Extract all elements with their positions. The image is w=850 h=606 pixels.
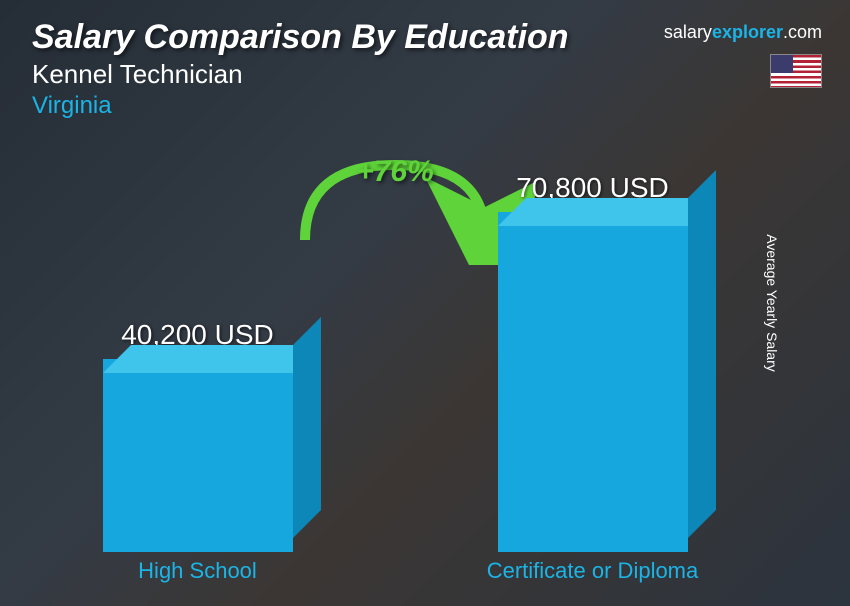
bar-group: 40,200 USD: [40, 319, 356, 552]
bar-label: High School: [40, 558, 356, 584]
bar: [498, 212, 688, 552]
subtitle: Kennel Technician: [32, 59, 569, 90]
infographic-root: Salary Comparison By Education Kennel Te…: [0, 0, 850, 606]
bar-group: 70,800 USD: [435, 172, 751, 552]
flag-icon: [770, 54, 822, 88]
bar-label: Certificate or Diploma: [435, 558, 751, 584]
title: Salary Comparison By Education: [32, 18, 569, 57]
bar: [103, 359, 293, 552]
brand-link[interactable]: salaryexplorer.com: [664, 22, 822, 43]
header: Salary Comparison By Education Kennel Te…: [32, 18, 569, 120]
location: Virginia: [32, 92, 569, 120]
chart-area: +76% 40,200 USD 70,800 USD High School: [0, 145, 790, 588]
bars-container: 40,200 USD 70,800 USD: [0, 145, 790, 552]
brand-accent: explorer: [712, 22, 783, 42]
brand-prefix: salary: [664, 22, 712, 42]
brand-suffix: .com: [783, 22, 822, 42]
